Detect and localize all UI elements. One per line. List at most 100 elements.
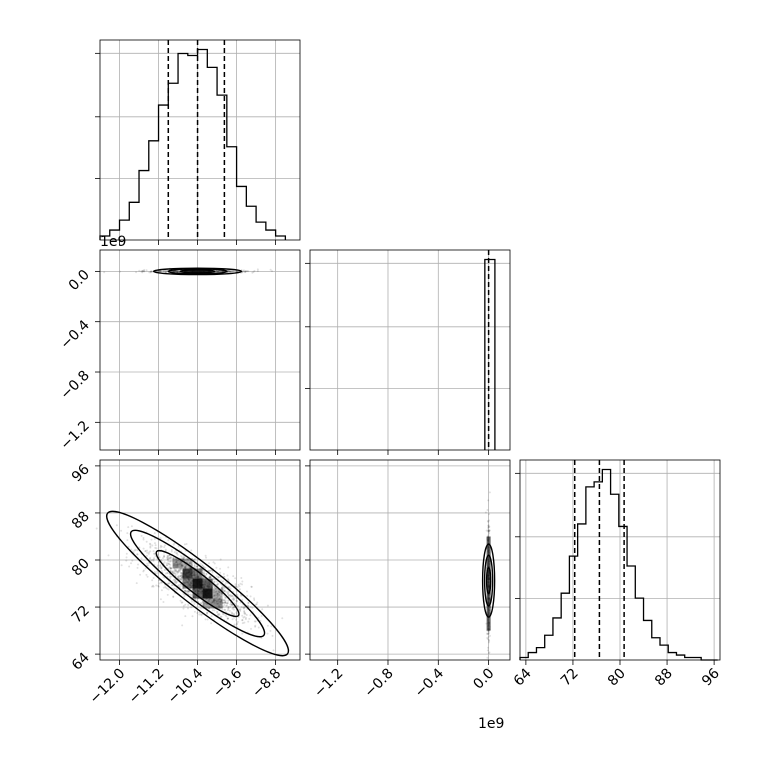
scatter-point — [234, 577, 237, 580]
scatter-point — [157, 270, 160, 273]
scatter-point — [136, 566, 139, 569]
scatter-point — [243, 615, 246, 618]
scatter-point — [213, 594, 216, 597]
scatter-point — [141, 269, 144, 272]
scatter-point — [191, 615, 194, 618]
scatter-point — [223, 601, 226, 604]
scatter-point — [172, 543, 175, 546]
scatter-point — [224, 601, 227, 604]
scatter-point — [271, 270, 274, 273]
scatter-point — [146, 551, 149, 554]
scatter-point — [160, 567, 163, 570]
scatter-point — [172, 572, 175, 575]
scatter-point — [169, 567, 172, 570]
scatter-point — [231, 598, 234, 601]
scatter-point — [229, 603, 232, 606]
scatter-point — [215, 575, 218, 578]
scatter-point — [215, 600, 218, 603]
scatter-point — [244, 270, 247, 273]
scatter-point — [206, 600, 209, 603]
scatter-point — [235, 270, 238, 273]
scatter-point — [175, 566, 178, 569]
param1-vs-param0-frame — [99, 249, 301, 451]
scatter-point — [224, 599, 227, 602]
scatter-point — [175, 560, 178, 563]
scatter-point — [174, 569, 177, 572]
scatter-point — [486, 676, 489, 679]
scatter-point — [211, 601, 214, 604]
scatter-point — [233, 623, 236, 626]
scatter-point — [184, 565, 187, 568]
scatter-point — [227, 594, 230, 597]
scatter-point — [221, 601, 224, 604]
scatter-point — [174, 582, 177, 585]
scatter-point — [487, 631, 490, 634]
scatter-point — [218, 594, 221, 597]
scatter-point — [241, 580, 244, 583]
scatter-point — [144, 550, 147, 553]
scatter-point — [174, 574, 177, 577]
scatter-point — [212, 591, 215, 594]
scatter-point — [161, 557, 164, 560]
scatter-point — [220, 599, 223, 602]
scatter-point — [211, 601, 214, 604]
scatter-point — [242, 606, 245, 609]
scatter-point — [488, 640, 491, 643]
scatter-point — [157, 567, 160, 570]
scatter-point — [136, 553, 139, 556]
scatter-point — [484, 511, 487, 514]
scatter-point — [222, 598, 225, 601]
scatter-point — [216, 592, 219, 595]
scatter-point — [160, 558, 163, 561]
scatter-point — [179, 574, 182, 577]
scatter-point — [176, 576, 179, 579]
scatter-point — [220, 586, 223, 589]
scatter-point — [271, 634, 274, 637]
scatter-point — [170, 550, 173, 553]
scatter-point — [218, 597, 221, 600]
scatter-point — [141, 269, 144, 272]
scatter-point — [171, 571, 174, 574]
scatter-point — [164, 548, 167, 551]
scatter-point — [182, 604, 185, 607]
scatter-point — [174, 569, 177, 572]
scatter-point — [134, 548, 137, 551]
density-cell — [172, 558, 183, 569]
scatter-point — [168, 557, 171, 560]
scatter-point — [226, 602, 229, 605]
scatter-point — [184, 589, 187, 592]
scatter-point — [140, 270, 143, 273]
scatter-point — [164, 270, 167, 273]
scatter-point — [162, 586, 165, 589]
offset-label-param1-y: 1e9 — [100, 234, 126, 250]
scatter-point — [488, 638, 491, 641]
scatter-point — [229, 593, 232, 596]
scatter-point — [190, 561, 193, 564]
scatter-point — [168, 562, 171, 565]
scatter-point — [170, 567, 173, 570]
scatter-point — [145, 554, 148, 557]
scatter-point — [210, 600, 213, 603]
scatter-point — [169, 557, 172, 560]
scatter-point — [149, 271, 152, 274]
param0-hist-step — [99, 48, 287, 240]
scatter-point — [208, 576, 211, 579]
param2-vs-param0-xtick-label: −8.8 — [249, 666, 284, 701]
density-cell — [212, 588, 223, 599]
scatter-point — [223, 608, 226, 611]
scatter-point — [139, 573, 142, 576]
scatter-point — [201, 564, 204, 567]
scatter-point — [153, 537, 156, 540]
scatter-point — [219, 270, 222, 273]
scatter-point — [239, 609, 242, 612]
scatter-point — [172, 558, 175, 561]
scatter-point — [201, 565, 204, 568]
scatter-point — [235, 618, 238, 621]
scatter-point — [172, 579, 175, 582]
scatter-point — [107, 554, 110, 557]
scatter-point — [167, 582, 170, 585]
scatter-point — [215, 600, 218, 603]
scatter-point — [150, 559, 153, 562]
param2-vs-param1-xtick-label: −0.4 — [412, 665, 447, 700]
param1-hist-frame — [309, 249, 511, 451]
